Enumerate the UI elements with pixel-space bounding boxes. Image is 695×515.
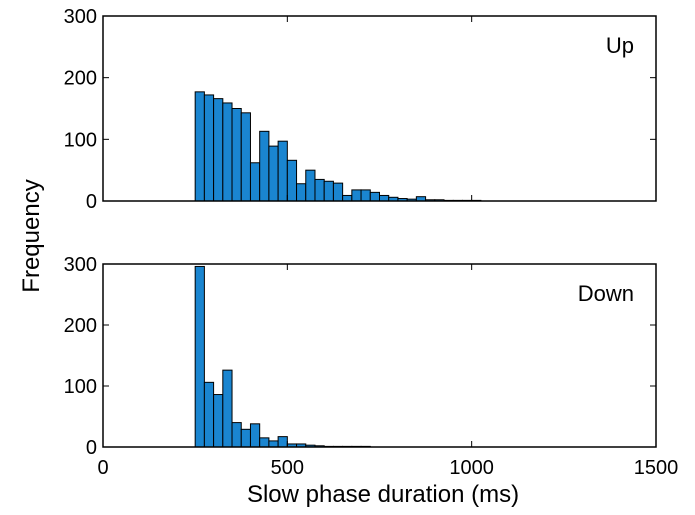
histogram-bar-down [240, 428, 251, 448]
y-tick-label-down: 100 [64, 376, 97, 398]
y-axis-label: Frequency [18, 179, 45, 292]
x-axis-label: Slow phase duration (ms) [247, 481, 519, 508]
histogram-bar-up [231, 108, 242, 202]
histogram-bar-up [259, 130, 270, 202]
histogram-bar-up [213, 98, 224, 202]
histogram-bar-down [268, 440, 279, 448]
axes-frame-up [102, 15, 657, 202]
histogram-bar-up [369, 191, 380, 202]
histogram-bar-down [194, 265, 205, 448]
y-tick-label-up: 100 [64, 129, 97, 151]
y-tick-label-up: 0 [86, 191, 97, 213]
histogram-bar-up [268, 145, 279, 202]
axes-frame-down [102, 263, 657, 448]
histogram-bar-up [360, 189, 371, 202]
histogram-bar-down [259, 437, 270, 448]
histogram-bar-up [323, 180, 334, 202]
histogram-bar-down [231, 422, 242, 448]
histogram-bar-down [213, 394, 224, 448]
panel-label-down: Down [578, 281, 634, 306]
histogram-bar-up [286, 159, 298, 202]
histogram-bar-up [332, 182, 344, 202]
histogram-bar-down [222, 369, 233, 448]
x-tick-label: 1000 [449, 457, 494, 479]
x-tick-label: 500 [271, 457, 304, 479]
histogram-bar-up [249, 162, 261, 202]
histogram-bar-up [222, 102, 233, 202]
y-tick-label-up: 200 [64, 68, 97, 90]
histogram-bar-up [194, 91, 205, 202]
histogram-bar-up [240, 112, 251, 202]
y-tick-label-down: 200 [64, 315, 97, 337]
histogram-bar-up [203, 94, 215, 202]
histogram-bar-up [277, 140, 288, 202]
y-tick-label-down: 300 [64, 254, 97, 276]
x-tick-label: 0 [97, 457, 108, 479]
x-tick-label: 1500 [634, 457, 679, 479]
histogram-bar-up [305, 169, 316, 202]
y-tick-label-up: 300 [64, 6, 97, 28]
histogram-bar-up [379, 194, 390, 202]
y-tick-label-down: 0 [86, 437, 97, 459]
histogram-bar-up [351, 189, 362, 202]
histogram-bar-up [314, 178, 325, 202]
histogram-bar-up [342, 194, 353, 202]
panel-label-up: Up [606, 33, 634, 58]
histogram-bar-down [249, 423, 261, 448]
histogram-bar-down [277, 436, 288, 448]
histogram-bar-up [296, 183, 307, 202]
histogram-bar-down [203, 381, 215, 448]
